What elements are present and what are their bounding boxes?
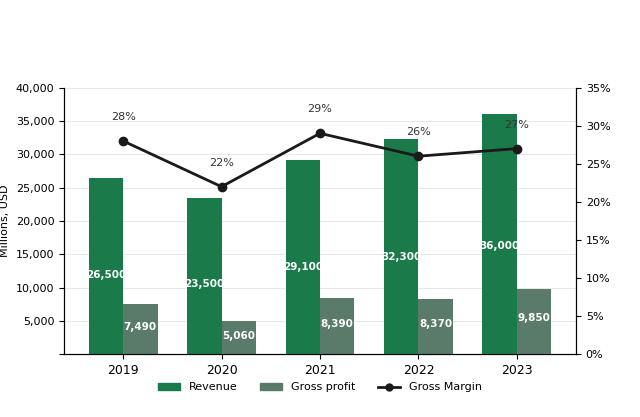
Bar — [419, 299, 453, 354]
Text: 32,300: 32,300 — [381, 252, 421, 262]
Bar — [221, 321, 256, 354]
Bar — [384, 139, 419, 354]
Text: Revenue and Gross Margin: Revenue and Gross Margin — [147, 26, 493, 49]
Text: 28%: 28% — [111, 112, 136, 122]
Legend: Revenue, Gross profit, Gross Margin: Revenue, Gross profit, Gross Margin — [154, 378, 486, 397]
Bar — [187, 198, 221, 354]
Text: 8,370: 8,370 — [419, 319, 452, 329]
Text: 5,060: 5,060 — [222, 331, 255, 341]
Text: 9,850: 9,850 — [518, 313, 550, 323]
Text: $: $ — [37, 27, 52, 46]
Text: 36,000: 36,000 — [479, 241, 520, 251]
Text: 29%: 29% — [308, 104, 332, 114]
Y-axis label: Millions, USD: Millions, USD — [0, 185, 10, 257]
Text: 7,490: 7,490 — [124, 322, 157, 332]
Text: 23,500: 23,500 — [184, 279, 225, 289]
Bar — [285, 160, 320, 354]
Text: 27%: 27% — [504, 120, 529, 130]
Bar — [88, 178, 123, 354]
Text: 22%: 22% — [209, 158, 234, 168]
Text: 29,100: 29,100 — [283, 262, 323, 272]
Bar — [483, 114, 517, 354]
Text: 8,390: 8,390 — [321, 319, 354, 329]
Bar — [123, 304, 157, 354]
Text: 26%: 26% — [406, 127, 431, 137]
Text: 26,500: 26,500 — [86, 270, 126, 280]
Bar — [517, 289, 552, 354]
Bar — [320, 299, 355, 354]
